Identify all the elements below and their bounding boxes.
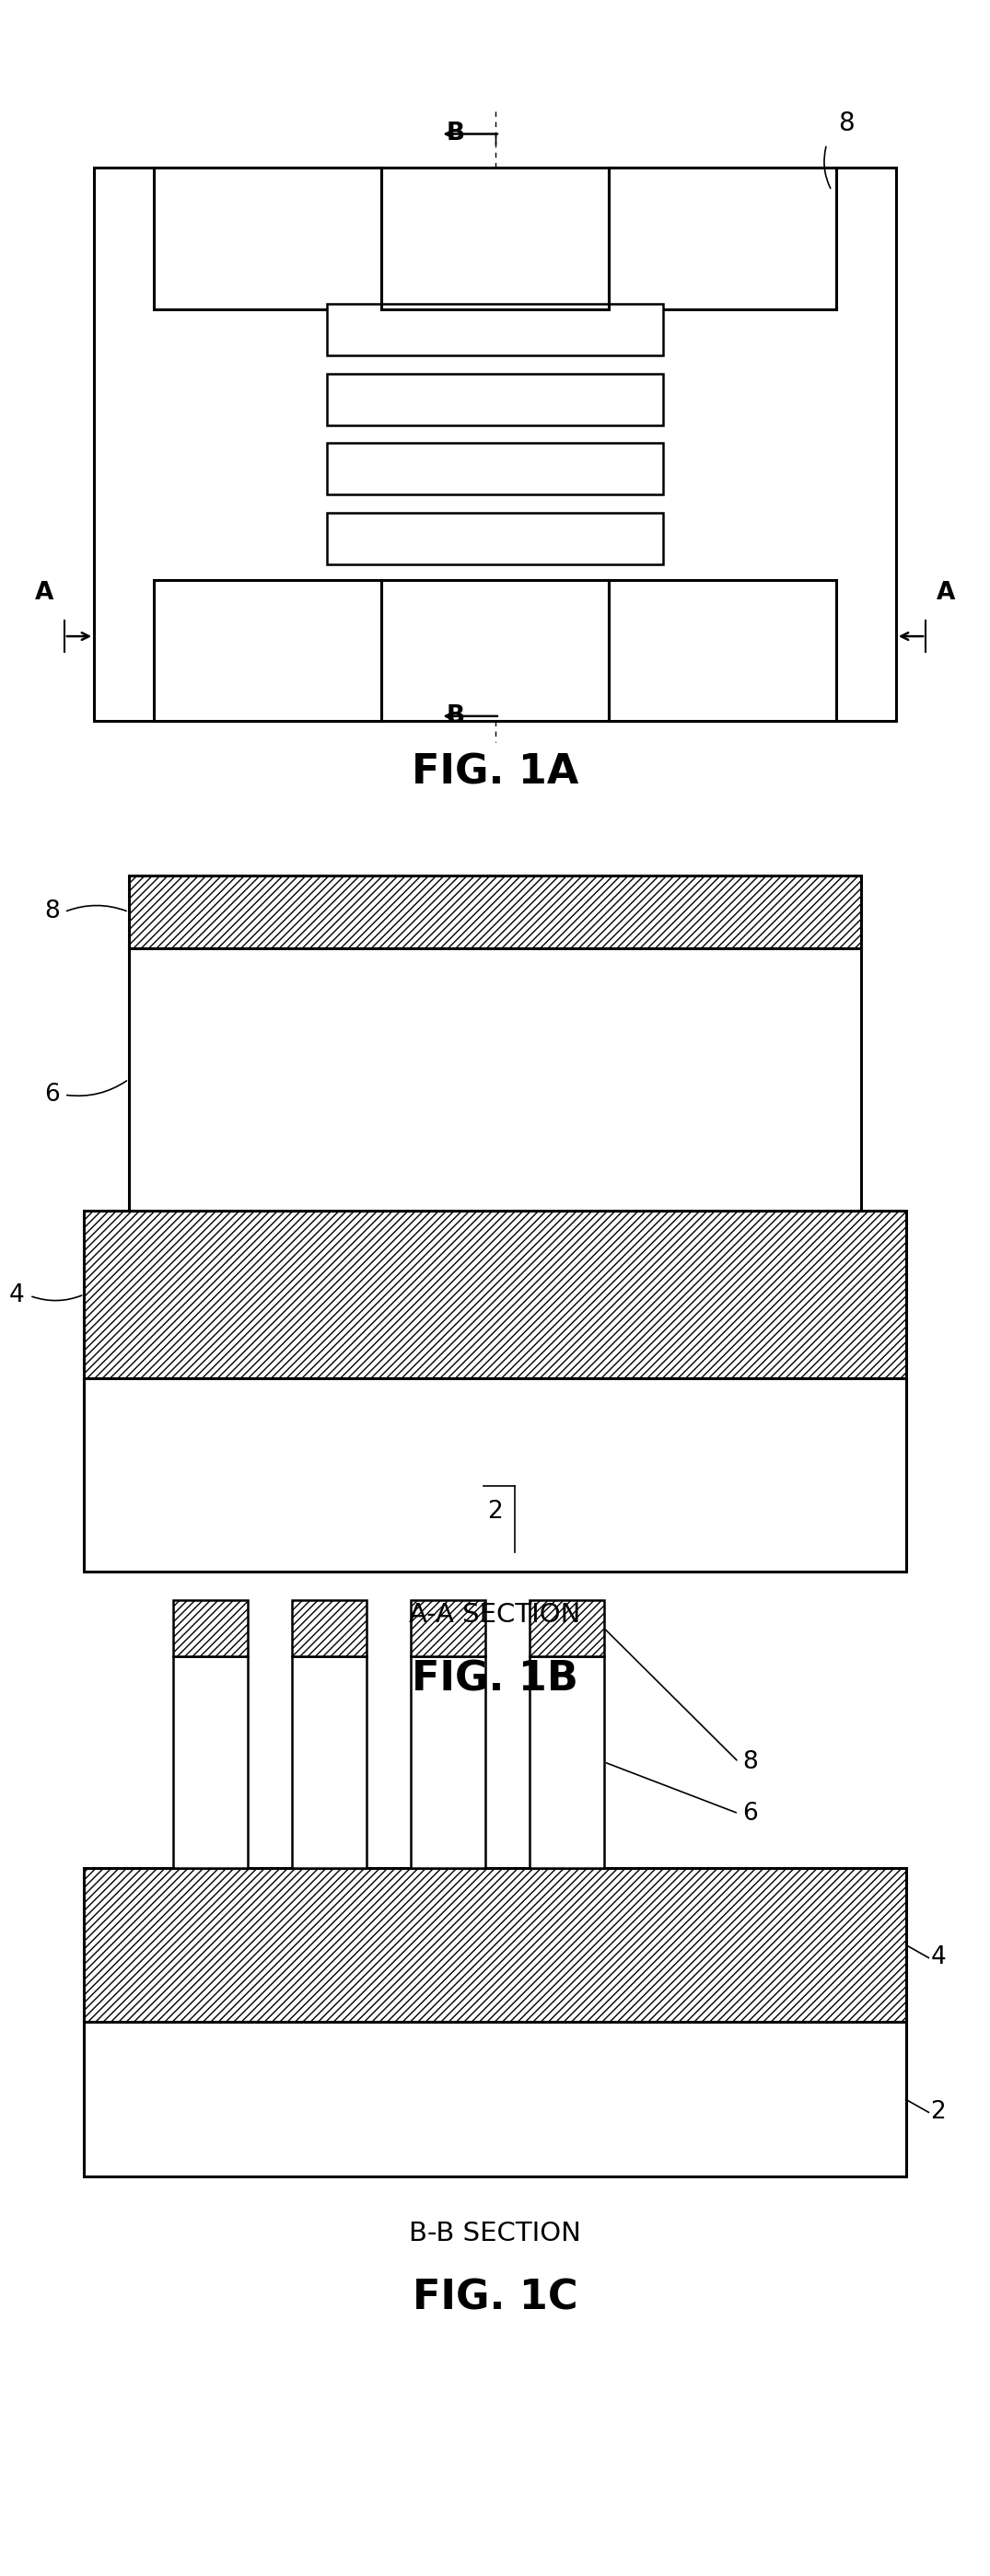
Text: FIG. 1C: FIG. 1C bbox=[412, 2277, 578, 2318]
Text: B: B bbox=[446, 121, 465, 147]
Text: A: A bbox=[937, 580, 954, 605]
Bar bbox=[327, 443, 663, 495]
Bar bbox=[84, 2022, 906, 2177]
Bar bbox=[411, 1600, 485, 1656]
Bar bbox=[327, 374, 663, 425]
Text: A-A SECTION: A-A SECTION bbox=[409, 1602, 581, 1628]
Bar bbox=[173, 1656, 248, 1868]
Bar bbox=[530, 1600, 604, 1656]
Text: 4: 4 bbox=[9, 1283, 25, 1309]
Text: B: B bbox=[446, 703, 465, 729]
Bar bbox=[84, 1211, 906, 1378]
Bar bbox=[153, 580, 381, 721]
Bar bbox=[327, 513, 663, 564]
Text: 8: 8 bbox=[44, 899, 59, 925]
Bar bbox=[292, 1656, 366, 1868]
Text: 6: 6 bbox=[44, 1082, 59, 1108]
Text: FIG. 1A: FIG. 1A bbox=[412, 752, 578, 793]
Bar bbox=[609, 167, 837, 309]
Text: FIG. 1B: FIG. 1B bbox=[412, 1659, 578, 1700]
Bar bbox=[411, 1656, 485, 1868]
Bar bbox=[153, 167, 381, 309]
Bar bbox=[609, 580, 837, 721]
Bar bbox=[292, 1600, 366, 1656]
Bar bbox=[173, 1600, 248, 1656]
Bar bbox=[129, 948, 861, 1211]
Bar bbox=[94, 167, 896, 721]
Bar bbox=[129, 876, 861, 948]
Text: 2: 2 bbox=[487, 1499, 503, 1525]
Text: A: A bbox=[36, 580, 53, 605]
Text: B-B SECTION: B-B SECTION bbox=[409, 2221, 581, 2246]
Text: 4: 4 bbox=[931, 1945, 946, 1971]
Text: 8: 8 bbox=[742, 1749, 758, 1775]
Bar bbox=[530, 1656, 604, 1868]
Bar bbox=[84, 1378, 906, 1571]
Text: 8: 8 bbox=[839, 111, 854, 137]
Bar bbox=[327, 304, 663, 355]
Bar bbox=[84, 1868, 906, 2022]
Text: 6: 6 bbox=[742, 1801, 758, 1826]
Text: 2: 2 bbox=[931, 2099, 946, 2125]
